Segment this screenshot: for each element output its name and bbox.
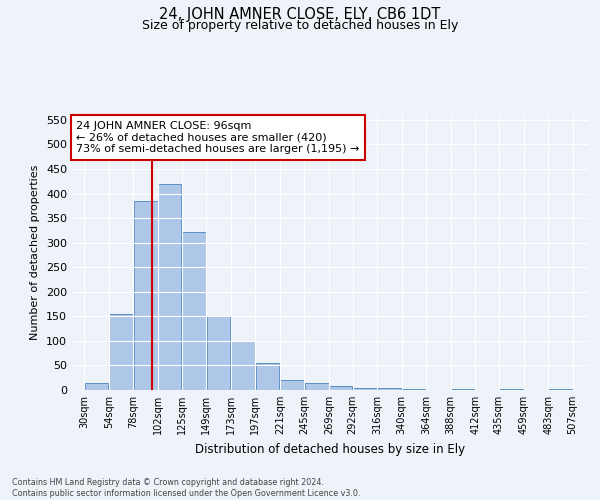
Bar: [280, 380, 304, 390]
Bar: [109, 314, 133, 390]
Bar: [85, 382, 109, 390]
Y-axis label: Number of detached properties: Number of detached properties: [31, 165, 40, 340]
Bar: [353, 388, 377, 390]
Bar: [134, 201, 158, 390]
Bar: [499, 388, 523, 390]
Bar: [548, 388, 572, 390]
Bar: [158, 184, 181, 390]
Bar: [305, 382, 329, 390]
Bar: [206, 316, 230, 390]
Text: Distribution of detached houses by size in Ely: Distribution of detached houses by size …: [195, 442, 465, 456]
Bar: [231, 341, 255, 390]
Bar: [451, 388, 475, 390]
Text: 24 JOHN AMNER CLOSE: 96sqm
← 26% of detached houses are smaller (420)
73% of sem: 24 JOHN AMNER CLOSE: 96sqm ← 26% of deta…: [76, 121, 359, 154]
Bar: [377, 388, 401, 390]
Text: Contains HM Land Registry data © Crown copyright and database right 2024.
Contai: Contains HM Land Registry data © Crown c…: [12, 478, 361, 498]
Bar: [182, 232, 206, 390]
Text: 24, JOHN AMNER CLOSE, ELY, CB6 1DT: 24, JOHN AMNER CLOSE, ELY, CB6 1DT: [160, 8, 440, 22]
Bar: [402, 388, 426, 390]
Text: Size of property relative to detached houses in Ely: Size of property relative to detached ho…: [142, 19, 458, 32]
Bar: [329, 386, 352, 390]
Bar: [256, 363, 280, 390]
